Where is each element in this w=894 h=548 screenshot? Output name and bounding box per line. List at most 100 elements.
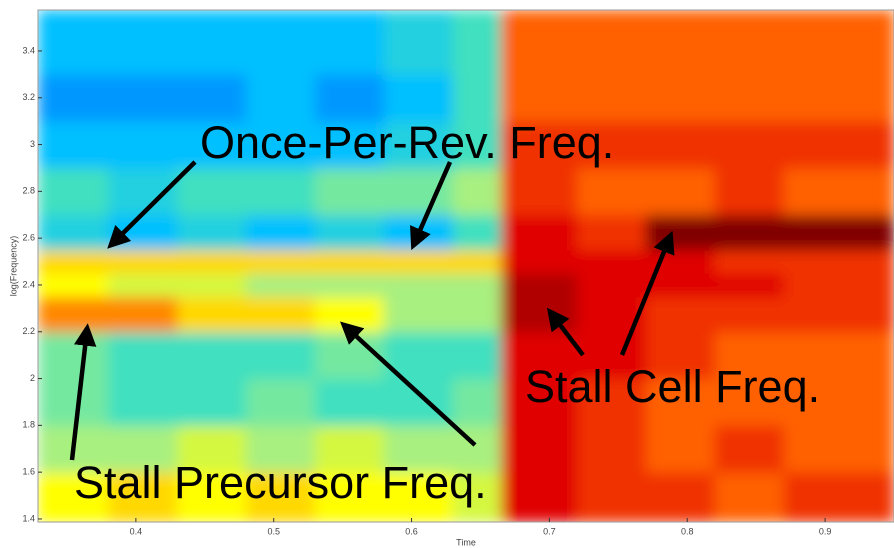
heatmap-cell <box>576 425 647 473</box>
heatmap-cell <box>576 74 647 122</box>
heatmap-cell <box>38 273 109 298</box>
heatmap-cell <box>177 378 247 426</box>
y-tick-label: 3 <box>30 139 35 149</box>
heatmap-cell <box>383 273 454 298</box>
heatmap-cell <box>783 425 894 473</box>
y-tick-label: 1.8 <box>22 420 35 430</box>
heatmap-cell <box>177 296 247 333</box>
heatmap-cell <box>452 296 502 333</box>
heatmap-cell <box>246 121 316 169</box>
heatmap-cell <box>315 214 385 251</box>
heatmap-cell <box>38 214 109 251</box>
heatmap-cell <box>452 121 502 169</box>
heatmap-cell <box>383 249 454 274</box>
heatmap-cell <box>714 425 785 473</box>
heatmap-cell <box>645 10 716 75</box>
heatmap-cell <box>383 425 454 473</box>
heatmap-cell <box>315 273 385 298</box>
annotation: Stall Precursor Freq. <box>74 457 487 508</box>
heatmap-cell <box>108 425 178 473</box>
heatmap-cell <box>452 167 502 216</box>
y-tick-label: 3.4 <box>22 45 35 55</box>
heatmap-cell <box>576 10 647 75</box>
heatmap-cell <box>452 331 502 380</box>
heatmap-cell <box>452 378 502 426</box>
heatmap-cell <box>108 273 178 298</box>
heatmap-cell <box>576 378 647 426</box>
heatmap-cell <box>501 121 578 169</box>
heatmap-cell <box>783 273 894 298</box>
x-tick-label: 0.4 <box>130 526 143 536</box>
plot-frame <box>37 9 894 523</box>
annotation: Once-Per-Rev. Freq. <box>200 117 614 168</box>
heatmap-cell <box>108 249 178 274</box>
heatmap-cell <box>645 273 716 298</box>
heatmap-cell <box>315 10 385 75</box>
x-tick-label: 0.8 <box>681 526 694 536</box>
heatmap-cell <box>501 167 578 216</box>
heatmap-cell <box>246 378 316 426</box>
heatmap-cell <box>383 472 454 522</box>
heatmap-cell <box>783 10 894 75</box>
heatmap-cell <box>383 10 454 75</box>
heatmap-cell <box>177 331 247 380</box>
heatmap-cell <box>501 10 578 75</box>
heatmap-cell <box>177 214 247 251</box>
heatmap-cell <box>315 74 385 122</box>
heatmap-cell <box>714 378 785 426</box>
y-tick-label: 2.8 <box>22 186 35 196</box>
heatmap-cell <box>783 378 894 426</box>
y-tick-label: 1.6 <box>22 467 35 477</box>
heatmap-cell <box>452 74 502 122</box>
heatmap-cell <box>246 425 316 473</box>
heatmap-cell <box>246 472 316 522</box>
heatmap-cell <box>38 121 109 169</box>
heatmap-cell <box>783 249 894 274</box>
heatmap-cell <box>108 121 178 169</box>
heatmap-cell <box>108 74 178 122</box>
heatmap-cell <box>315 249 385 274</box>
heatmap-cell <box>576 273 647 298</box>
heatmap-cell <box>246 296 316 333</box>
heatmap-cell <box>714 331 785 380</box>
annotation: Stall Cell Freq. <box>525 361 820 412</box>
heatmap-cell <box>246 214 316 251</box>
heatmap-cell <box>315 167 385 216</box>
heatmap-cell <box>645 472 716 522</box>
heatmap-cell <box>246 10 316 75</box>
heatmap-cell <box>246 249 316 274</box>
x-tick-label: 0.7 <box>543 526 556 536</box>
x-tick-label: 0.5 <box>267 526 280 536</box>
heatmap-cell <box>177 425 247 473</box>
heatmap-cell <box>177 167 247 216</box>
heatmap-cell <box>315 296 385 333</box>
heatmap-cell <box>501 214 578 251</box>
heatmap-cell <box>246 331 316 380</box>
arrow <box>107 160 197 249</box>
heatmap-cell <box>38 167 109 216</box>
heatmap-cell <box>452 214 502 251</box>
heatmap-cell <box>38 331 109 380</box>
heatmap-cell <box>246 74 316 122</box>
heatmap-cell <box>383 378 454 426</box>
heatmap-cell <box>645 296 716 333</box>
heatmap-cell <box>452 249 502 274</box>
arrow <box>69 323 97 461</box>
heatmap-cell <box>383 74 454 122</box>
heatmap-cell <box>783 472 894 522</box>
heatmap-cell <box>576 296 647 333</box>
heatmap-cell <box>714 167 785 216</box>
heatmap-cell <box>714 472 785 522</box>
heatmap-cell <box>38 472 109 522</box>
heatmap-cell <box>783 331 894 380</box>
heatmap-cell <box>645 167 716 216</box>
heatmap-cell <box>38 296 109 333</box>
heatmap-cell <box>501 273 578 298</box>
heatmap-cell <box>177 273 247 298</box>
heatmap-cell <box>177 10 247 75</box>
heatmap-cell <box>714 10 785 75</box>
heatmap-cell <box>383 121 454 169</box>
annotations: Once-Per-Rev. Freq. Stall Precursor Freq… <box>69 117 820 508</box>
heatmap-cell <box>714 296 785 333</box>
